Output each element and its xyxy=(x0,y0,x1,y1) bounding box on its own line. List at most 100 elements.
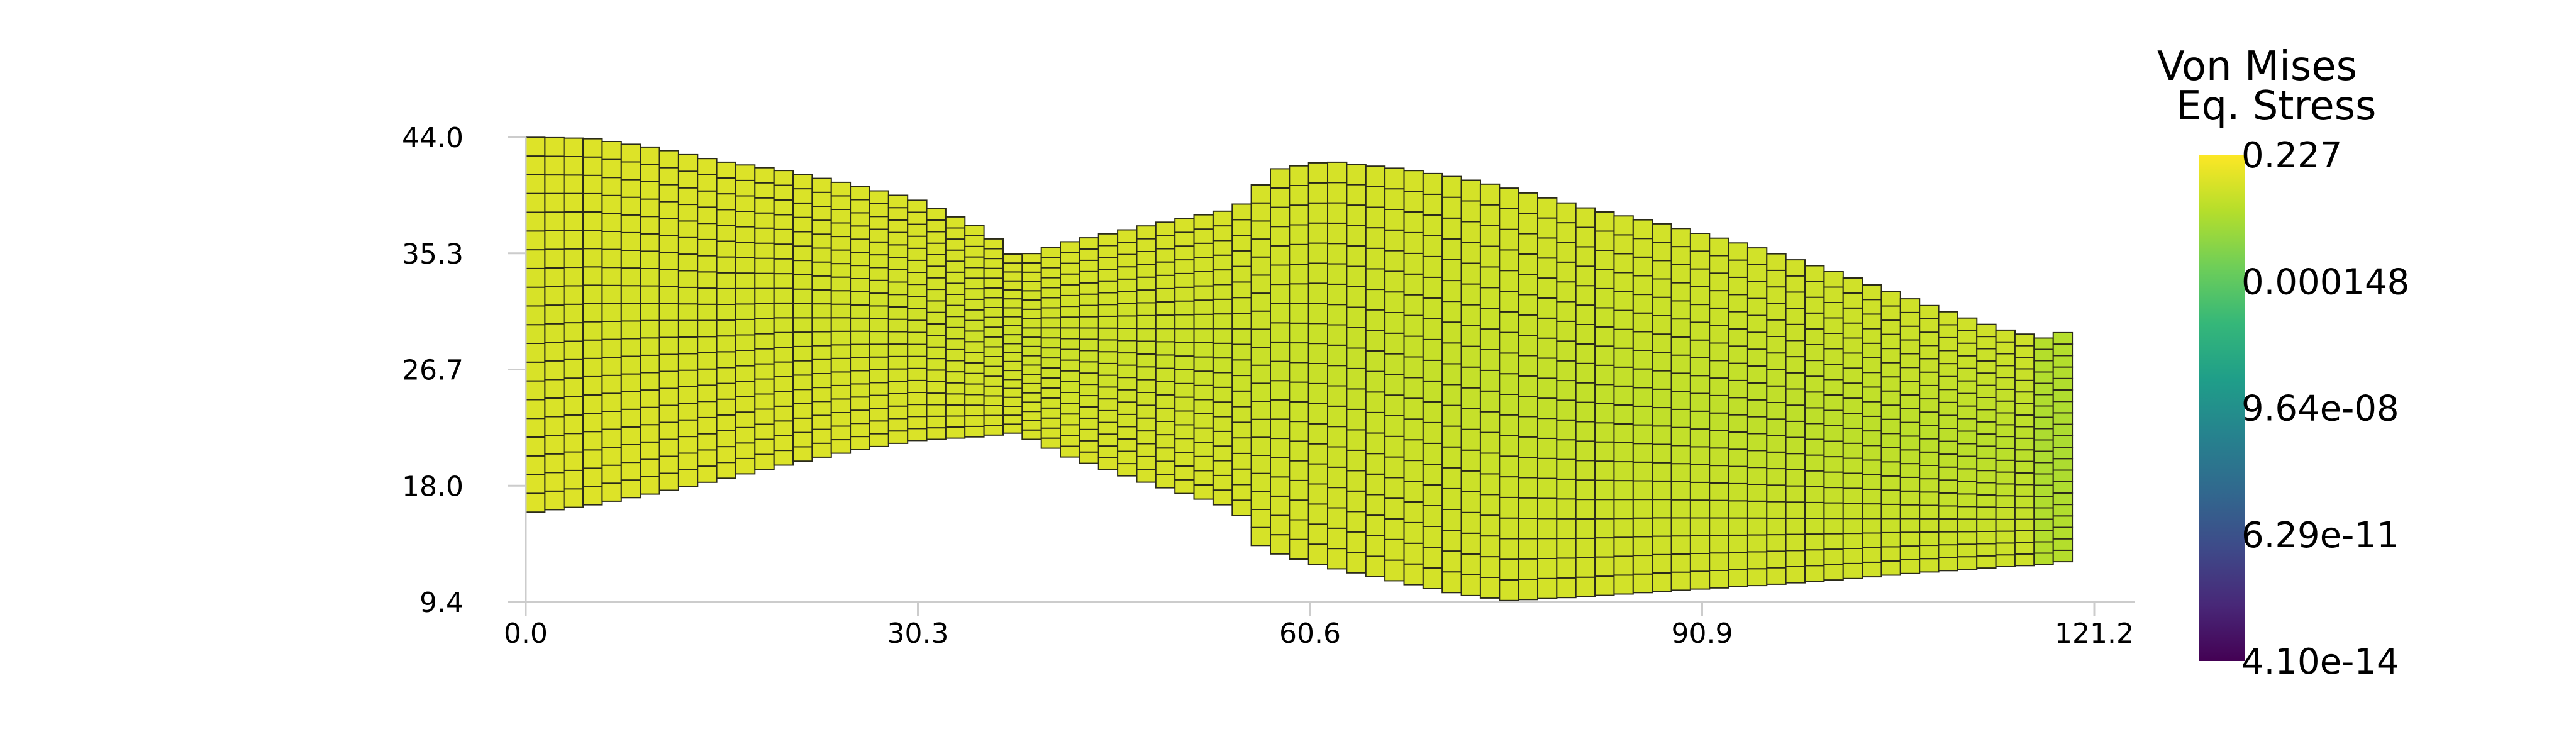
mesh-cell xyxy=(1403,273,1424,296)
mesh-cell xyxy=(1976,433,1997,447)
mesh-cell xyxy=(1307,523,1329,545)
mesh-cell xyxy=(1537,457,1558,479)
mesh-cell xyxy=(1518,436,1539,458)
mesh-cell xyxy=(1899,559,1921,574)
mesh-cell xyxy=(677,220,699,238)
mesh-cell xyxy=(1632,573,1653,594)
mesh-cell xyxy=(1193,384,1214,401)
mesh-cell xyxy=(2033,348,2054,362)
mesh-cell xyxy=(697,433,718,451)
mesh-cell xyxy=(907,331,928,345)
mesh-cell xyxy=(1880,518,1901,533)
mesh-cell xyxy=(582,248,603,268)
mesh-cell xyxy=(1097,339,1119,353)
mesh-cell xyxy=(2014,368,2035,381)
mesh-cell xyxy=(544,490,565,511)
mesh-cell xyxy=(754,287,775,304)
mesh-cell xyxy=(658,370,679,389)
mesh-cell xyxy=(1060,295,1080,308)
mesh-cell xyxy=(1193,427,1214,443)
mesh-cell xyxy=(1862,299,1882,315)
mesh-cell xyxy=(1709,325,1729,344)
mesh-cell xyxy=(1804,375,1825,393)
mesh-cell xyxy=(1652,572,1672,592)
mesh-cell xyxy=(1537,397,1558,420)
mesh-cell xyxy=(563,414,584,435)
mesh-cell xyxy=(2033,382,2054,396)
mesh-cell xyxy=(926,311,947,325)
mesh-cell xyxy=(1594,211,1615,232)
mesh-cell xyxy=(907,247,928,261)
mesh-cell xyxy=(697,255,718,273)
mesh-cell xyxy=(1613,347,1634,368)
mesh-cell xyxy=(869,279,889,294)
mesh-cell xyxy=(1938,311,1958,326)
mesh-cell xyxy=(1575,421,1596,442)
mesh-cell xyxy=(1804,328,1825,346)
mesh-cell xyxy=(1995,341,2016,355)
mesh-cell xyxy=(1766,385,1787,404)
mesh-cell xyxy=(887,194,909,209)
mesh-cell xyxy=(1862,430,1882,447)
mesh-cell xyxy=(697,238,718,257)
mesh-cell xyxy=(1250,382,1271,402)
mesh-cell xyxy=(2033,428,2054,441)
mesh-cell xyxy=(773,450,794,466)
mesh-cell xyxy=(1193,342,1214,358)
mesh-cell xyxy=(792,431,813,448)
mesh-cell xyxy=(887,405,909,420)
mesh-cell xyxy=(1422,401,1443,423)
mesh-cell xyxy=(1689,464,1711,483)
mesh-cell xyxy=(1155,328,1176,343)
mesh-cell xyxy=(1231,203,1252,221)
mesh-cell xyxy=(1384,435,1405,458)
mesh-cell xyxy=(1174,465,1195,481)
mesh-cell xyxy=(1957,418,1978,432)
mesh-cell xyxy=(1155,407,1176,423)
mesh-cell xyxy=(1212,430,1233,447)
mesh-cell xyxy=(1938,336,1958,352)
mesh-cell xyxy=(907,272,928,286)
mesh-cell xyxy=(1040,387,1062,399)
mesh-cell xyxy=(850,370,870,385)
mesh-cell xyxy=(887,355,909,370)
mesh-cell xyxy=(735,303,756,320)
mesh-cell xyxy=(1899,449,1921,465)
mesh-cell xyxy=(1136,392,1157,406)
mesh-cell xyxy=(1155,367,1176,382)
mesh-cell xyxy=(620,196,641,216)
mesh-cell xyxy=(1766,517,1787,536)
mesh-cell xyxy=(1613,404,1634,425)
mesh-cell xyxy=(1174,286,1195,302)
mesh-cell xyxy=(1136,404,1157,419)
mesh-cell xyxy=(716,367,736,384)
mesh-cell xyxy=(1060,348,1080,361)
mesh-cell xyxy=(887,244,909,258)
mesh-cell xyxy=(1136,289,1157,304)
mesh-cell xyxy=(1594,345,1615,366)
mesh-cell xyxy=(1365,432,1386,455)
mesh-cell xyxy=(1957,556,1978,570)
mesh-cell xyxy=(1613,423,1634,444)
mesh-cell xyxy=(1746,416,1768,435)
mesh-cell xyxy=(811,428,832,444)
mesh-cell xyxy=(1002,262,1023,273)
mesh-cell xyxy=(983,297,1004,308)
mesh-cell xyxy=(601,374,622,394)
mesh-cell xyxy=(964,341,985,353)
mesh-cell xyxy=(1842,503,1863,520)
mesh-cell xyxy=(658,150,679,169)
mesh-cell xyxy=(1289,243,1309,265)
mesh-cell xyxy=(1995,483,2016,497)
mesh-cell xyxy=(1823,271,1844,288)
mesh-cell xyxy=(2033,371,2054,384)
mesh-cell xyxy=(926,369,947,382)
mesh-cell xyxy=(1327,405,1348,428)
mesh-cell xyxy=(1594,249,1615,270)
mesh-cell xyxy=(1060,241,1080,253)
mesh-cell xyxy=(1499,311,1519,333)
mesh-cell xyxy=(1728,259,1749,278)
mesh-cell xyxy=(640,146,660,165)
mesh-cell xyxy=(1365,289,1386,311)
mesh-cell xyxy=(1499,496,1519,519)
